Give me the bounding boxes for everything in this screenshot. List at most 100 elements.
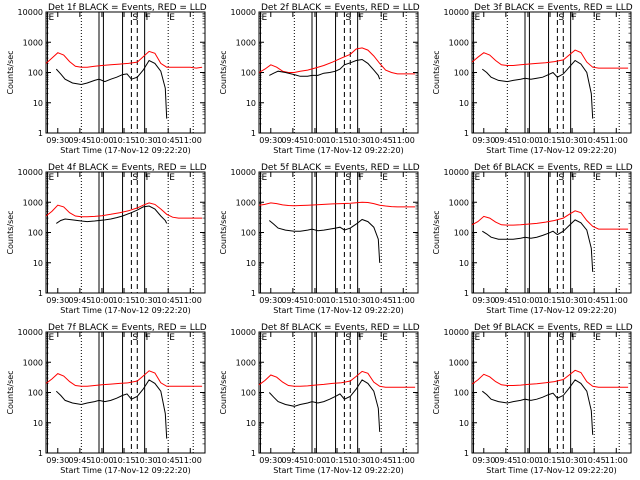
events-series-line [481, 379, 594, 435]
y-tick-label: 100 [28, 69, 43, 78]
time-marker-label: E [595, 13, 601, 23]
plot-frame [258, 331, 419, 454]
detector-panel-2: Det 2f BLACK = Events, RED = LLD 1 10 100 10… [219, 3, 420, 155]
time-marker-label: F [572, 173, 577, 183]
x-tick-label: 10:00 [516, 136, 539, 145]
x-tick-label: 11:00 [392, 296, 415, 305]
panel-title: Det 1f BLACK = Events, RED = LLD [48, 3, 207, 13]
lld-series-line [471, 369, 629, 388]
time-marker-label: E [474, 173, 480, 183]
time-marker-label: E [261, 13, 267, 23]
x-tick-label: 11:00 [179, 296, 202, 305]
time-marker-label: E [261, 173, 267, 183]
x-tick-label: 11:00 [605, 296, 628, 305]
detector-panel-1: Det 1f BLACK = Events, RED = LLD 1 10 100 10… [6, 3, 207, 155]
events-series-line [268, 218, 381, 263]
events-series-line [268, 379, 381, 432]
y-tick-label: 100 [28, 389, 43, 398]
time-marker-label: F [572, 13, 577, 23]
detector-panel-3: Det 3f BLACK = Events, RED = LLD 1 10 100 10… [432, 3, 633, 155]
lld-series-line [258, 47, 416, 75]
y-tick-label: 1000 [23, 358, 43, 367]
time-marker-label: F [146, 173, 151, 183]
lld-series-line [258, 370, 416, 388]
panel-title: Det 2f BLACK = Events, RED = LLD [261, 3, 420, 13]
x-axis-label: Start Time (17-Nov-12 09:22:20) [273, 466, 403, 475]
time-marker-label: E [48, 333, 54, 343]
y-axis-label: Counts/sec [219, 370, 228, 414]
y-tick-label: 10 [33, 99, 43, 108]
x-tick-label: 10:15 [538, 296, 561, 305]
x-tick-label: 10:30 [561, 456, 584, 465]
y-tick-label: 10000 [444, 8, 469, 17]
x-axis-label: Start Time (17-Nov-12 09:22:20) [486, 146, 616, 155]
lld-series-line [45, 50, 203, 69]
x-tick-label: 10:45 [157, 296, 180, 305]
plot-frame [45, 171, 206, 294]
events-series-line [56, 205, 168, 224]
panel-title: Det 7f BLACK = Events, RED = LLD [48, 323, 207, 333]
x-tick-label: 11:00 [179, 136, 202, 145]
x-tick-label: 09:30 [46, 136, 69, 145]
x-tick-label: 10:45 [157, 456, 180, 465]
plot-frame [258, 171, 419, 294]
x-tick-label: 09:30 [259, 296, 282, 305]
time-marker-label: F [359, 173, 364, 183]
x-tick-label: 09:30 [472, 456, 495, 465]
x-tick-label: 10:45 [157, 136, 180, 145]
y-tick-label: 1000 [449, 358, 469, 367]
x-tick-label: 10:00 [516, 456, 539, 465]
y-tick-label: 10 [246, 259, 256, 268]
x-tick-label: 10:45 [370, 136, 393, 145]
plot-frame [471, 171, 632, 294]
x-tick-label: 09:45 [68, 296, 91, 305]
y-tick-label: 10 [33, 259, 43, 268]
y-axis-label: Counts/sec [6, 210, 15, 254]
x-tick-label: 09:45 [68, 136, 91, 145]
y-tick-label: 1 [464, 449, 469, 458]
time-marker-label: E [169, 173, 175, 183]
x-tick-label: 11:00 [605, 136, 628, 145]
y-axis-label: Counts/sec [6, 370, 15, 414]
time-marker-label: E [382, 13, 388, 23]
x-tick-label: 10:30 [135, 456, 158, 465]
y-axis-label: Counts/sec [219, 50, 228, 94]
y-tick-label: 10 [459, 259, 469, 268]
detector-panel-6: Det 6f BLACK = Events, RED = LLD 1 10 100 10… [432, 163, 633, 315]
y-tick-label: 100 [241, 389, 256, 398]
y-axis-label: Counts/sec [432, 210, 441, 254]
lld-series-line [471, 49, 629, 69]
y-tick-label: 1 [38, 449, 43, 458]
y-tick-label: 100 [454, 389, 469, 398]
x-tick-label: 10:30 [135, 136, 158, 145]
x-tick-label: 09:45 [494, 296, 517, 305]
y-tick-label: 10000 [231, 328, 256, 337]
detector-panel-5: Det 5f BLACK = Events, RED = LLD 1 10 100 10… [219, 163, 420, 315]
time-marker-label: E [48, 13, 54, 23]
x-tick-label: 09:45 [281, 296, 304, 305]
y-tick-label: 1 [251, 129, 256, 138]
events-series-line [269, 58, 381, 80]
x-tick-label: 09:30 [46, 456, 69, 465]
plot-frame [45, 11, 206, 134]
x-tick-label: 10:30 [348, 456, 371, 465]
x-tick-label: 09:45 [494, 456, 517, 465]
y-tick-label: 10000 [444, 168, 469, 177]
y-tick-label: 10000 [231, 8, 256, 17]
x-tick-label: 10:30 [135, 296, 158, 305]
detector-panel-8: Det 8f BLACK = Events, RED = LLD 1 10 100 10… [219, 323, 420, 475]
time-marker-label: S [345, 173, 351, 183]
x-axis-label: Start Time (17-Nov-12 09:22:20) [273, 146, 403, 155]
x-tick-label: 10:00 [90, 456, 113, 465]
x-tick-label: 10:15 [325, 136, 348, 145]
plot-frame [471, 331, 632, 454]
events-series-line [55, 59, 168, 119]
x-tick-label: 10:15 [325, 456, 348, 465]
time-marker-label: F [359, 333, 364, 343]
x-tick-label: 10:30 [561, 296, 584, 305]
x-tick-label: 09:45 [494, 136, 517, 145]
lld-series-line [45, 202, 203, 219]
x-axis-label: Start Time (17-Nov-12 09:22:20) [486, 306, 616, 315]
y-tick-label: 10 [33, 419, 43, 428]
x-axis-label: Start Time (17-Nov-12 09:22:20) [486, 466, 616, 475]
